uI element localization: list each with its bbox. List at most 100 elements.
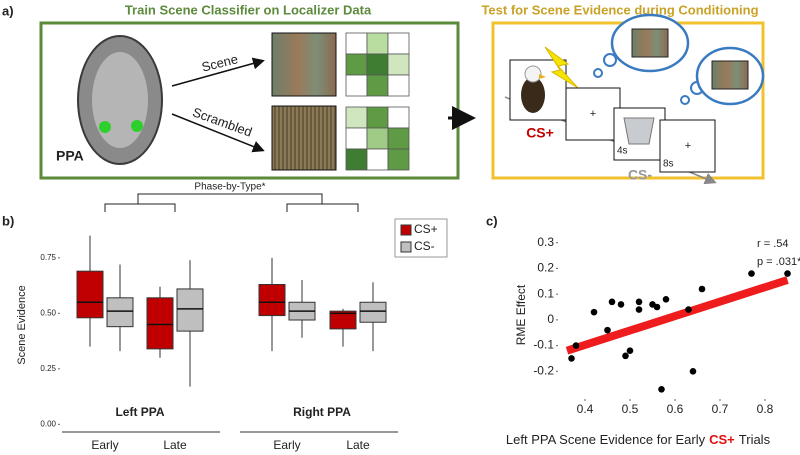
duration: 4s	[617, 146, 628, 157]
box	[329, 310, 357, 330]
group-label: Left PPA	[115, 405, 164, 419]
box	[359, 301, 387, 323]
legend-label: CS+	[414, 222, 438, 236]
pattern-cell	[366, 32, 389, 55]
x-tick-label: Late	[346, 438, 370, 452]
bubble-dot	[680, 95, 690, 105]
point	[784, 270, 791, 277]
point	[748, 270, 755, 277]
pattern-cell	[345, 32, 368, 55]
point	[653, 303, 661, 311]
panel-label: a)	[2, 3, 14, 18]
y-tick-label: -0.1	[533, 338, 554, 352]
pattern-cell	[387, 127, 410, 150]
annotation: p = .031*	[757, 256, 800, 268]
scene-image	[271, 32, 337, 97]
bubble-image	[631, 28, 669, 58]
eagle-beak	[539, 74, 546, 79]
region-label: PPA	[56, 148, 84, 164]
point	[626, 347, 634, 355]
legend-label: CS-	[414, 239, 435, 253]
point	[685, 306, 692, 313]
point	[617, 301, 625, 308]
point	[635, 298, 643, 306]
x-axis-label-part: Left PPA Scene Evidence for Early	[506, 432, 706, 447]
duration: 8s	[663, 159, 674, 170]
arrow	[171, 57, 265, 87]
bubble-dot	[603, 53, 617, 67]
legend-swatch	[400, 241, 412, 253]
ppa-right	[131, 120, 143, 132]
point	[622, 352, 629, 360]
brain-inner	[92, 52, 148, 148]
pattern-cell	[387, 32, 410, 55]
point	[635, 306, 643, 313]
panel-label: b)	[2, 213, 14, 228]
fixation: +	[685, 140, 691, 152]
y-axis-label: Scene Evidence	[16, 285, 28, 365]
y-tick-label: -0.2	[533, 363, 554, 377]
y-tick-label: 0.3	[537, 235, 554, 249]
point	[590, 308, 598, 316]
y-axis-label: RME Effect	[514, 284, 528, 345]
box	[258, 283, 286, 317]
scrambled-image	[271, 105, 337, 171]
pattern-cell	[366, 53, 389, 76]
bucket	[623, 117, 655, 145]
point	[608, 298, 616, 306]
pattern-cell	[387, 74, 410, 97]
box	[106, 297, 134, 328]
y-tick-label: 0.00	[40, 419, 56, 428]
x-axis-label: Left PPA Scene Evidence for Early CS+ Tria…	[506, 432, 771, 447]
annotation: Phase-by-Type*	[194, 182, 265, 193]
fixation-card	[659, 119, 716, 173]
cs-plus-label: CS+	[526, 125, 554, 141]
y-tick-label: 0	[547, 312, 554, 326]
fixation: +	[590, 108, 596, 120]
right-title: Test for Scene Evidence during Condition…	[481, 2, 758, 17]
y-tick-label: 0.1	[537, 286, 554, 300]
arrow	[171, 113, 265, 153]
pattern-grids	[345, 32, 410, 171]
point	[689, 367, 697, 375]
x-tick-label: 0.5	[622, 402, 639, 416]
eagle-body	[521, 77, 545, 113]
train-box	[39, 21, 460, 180]
box	[176, 288, 204, 332]
eagle-head	[524, 65, 542, 83]
left-title: Train Scene Classifier on Localizer Data	[125, 2, 372, 17]
pattern-cell	[345, 106, 368, 129]
group-label: Right PPA	[293, 405, 351, 419]
pattern-cell	[387, 106, 410, 129]
x-tick-label: Late	[163, 438, 187, 452]
y-tick-label: 0.2	[537, 261, 554, 275]
y-tick-label: 0.50	[40, 308, 56, 317]
scene-label: Scene	[200, 51, 239, 74]
x-tick-label: 0.4	[577, 402, 594, 416]
pattern-cell	[345, 53, 368, 76]
point	[572, 342, 580, 349]
x-axis-label-part: Trials	[739, 432, 771, 447]
pattern-cell	[345, 127, 368, 150]
x-tick-label: Early	[91, 438, 118, 452]
point	[568, 355, 575, 362]
pattern-cell	[387, 148, 410, 171]
x-tick-label: 0.7	[712, 402, 729, 416]
pattern-cell	[366, 127, 389, 150]
box	[146, 297, 174, 350]
cs-minus-label: CS-	[628, 167, 652, 183]
x-tick-label: Early	[273, 438, 300, 452]
pattern-cell	[366, 106, 389, 129]
y-tick-label: 0.75	[40, 253, 56, 262]
ppa-left	[99, 121, 111, 133]
point	[662, 295, 670, 303]
legend-frame	[394, 218, 448, 258]
fit-line	[565, 276, 789, 355]
x-tick-label: 0.6	[667, 402, 684, 416]
x-tick-label: 0.8	[757, 402, 774, 416]
point	[604, 326, 611, 334]
x-axis-label-part: CS+	[709, 432, 735, 447]
pattern-cell	[345, 148, 368, 171]
bubble-image	[711, 60, 749, 90]
